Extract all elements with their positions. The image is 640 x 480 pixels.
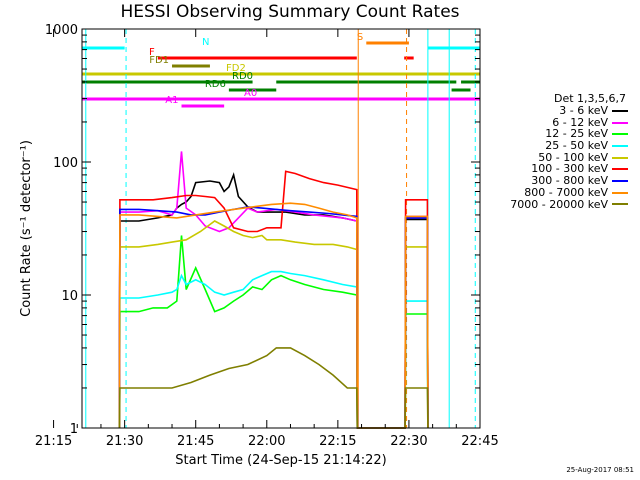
legend-entry: 3 - 6 keV: [478, 105, 638, 117]
legend-swatch: [612, 133, 628, 136]
flag-label-f: F: [149, 47, 155, 58]
y-tick-label-3: 1000: [45, 23, 78, 38]
x-tick-label-2: 21:45: [177, 434, 214, 449]
legend-entry: 12 - 25 keV: [478, 128, 638, 140]
legend-entry: 25 - 50 keV: [478, 140, 638, 152]
legend-swatch: [612, 109, 628, 112]
legend-entry: 50 - 100 keV: [478, 152, 638, 164]
legend-label: 800 - 7000 keV: [524, 185, 608, 199]
x-tick-label-1: 21:30: [106, 434, 143, 449]
flag-label-n: N: [202, 37, 209, 48]
legend-label: 3 - 6 keV: [559, 104, 608, 117]
legend-label: 100 - 300 keV: [531, 162, 608, 176]
legend-swatch: [612, 168, 628, 171]
legend-label: 25 - 50 keV: [545, 139, 608, 153]
legend-entry: 6 - 12 keV: [478, 115, 638, 129]
x-tick-label-5: 22:30: [390, 434, 427, 449]
timestamp: 25-Aug-2017 08:51: [566, 466, 634, 474]
flag-label-fd2: FD2: [226, 63, 246, 74]
legend-label: 6 - 12 keV: [552, 115, 608, 129]
legend: Det 1,3,5,6,7 3 - 6 keV 6 - 12 keV 12 - 25…: [478, 92, 638, 210]
legend-entry: 100 - 300 keV: [478, 163, 638, 175]
legend-swatch: [612, 191, 628, 194]
x-axis-label: Start Time (24-Sep-15 21:14:22): [175, 453, 386, 468]
flag-label-s: S: [357, 32, 363, 43]
y-axis-label: Count Rate (s⁻¹ detector⁻¹): [19, 140, 34, 317]
plot-frame: [81, 28, 481, 429]
y-tick-label-2: 100: [53, 156, 78, 171]
legend-label: 7000 - 20000 keV: [510, 197, 608, 211]
legend-entry: 7000 - 20000 keV: [478, 197, 638, 211]
series-line-4: [118, 220, 429, 429]
legend-title: Det 1,3,5,6,7: [553, 92, 626, 105]
x-tick-label-4: 22:15: [319, 434, 356, 449]
flag-label-rd6: RD6: [205, 79, 226, 90]
chart-title: HESSI Observing Summary Count Rates: [120, 2, 460, 22]
legend-entry: 800 - 7000 keV: [478, 187, 638, 199]
series-line-8: [118, 347, 429, 429]
legend-swatch: [612, 121, 628, 124]
legend-swatch: [612, 179, 628, 182]
legend-label: 12 - 25 keV: [545, 127, 608, 141]
series-line-2: [118, 235, 429, 429]
legend-label: 50 - 100 keV: [538, 150, 608, 164]
x-tick-label-6: 22:45: [461, 434, 498, 449]
flag-label-rd0: RD0: [232, 71, 253, 82]
legend-label: 300 - 800 keV: [531, 174, 608, 188]
axis-ticks: 21:15 21:30 21:45 22:00 22:15 22:30 22:45 1 10 10…: [35, 23, 499, 449]
x-tick-label-0: 21:15: [35, 434, 72, 449]
series-line-1: [118, 151, 429, 429]
legend-swatch: [612, 144, 628, 147]
legend-entries: 3 - 6 keV 6 - 12 keV 12 - 25 keV 25 - 50 ke…: [478, 105, 638, 210]
flag-label-fd1: FD1: [149, 55, 169, 66]
flag-label-a0: A0: [244, 88, 257, 99]
y-tick-label-1: 10: [61, 289, 78, 304]
legend-swatch: [612, 156, 628, 159]
x-tick-label-3: 22:00: [248, 434, 285, 449]
series-line-7: [118, 202, 429, 429]
series-lines: [118, 151, 429, 429]
legend-entry: 300 - 800 keV: [478, 175, 638, 187]
y-tick-label-0: 1: [70, 422, 78, 437]
flag-label-a1: A1: [165, 95, 178, 106]
legend-swatch: [612, 203, 628, 206]
